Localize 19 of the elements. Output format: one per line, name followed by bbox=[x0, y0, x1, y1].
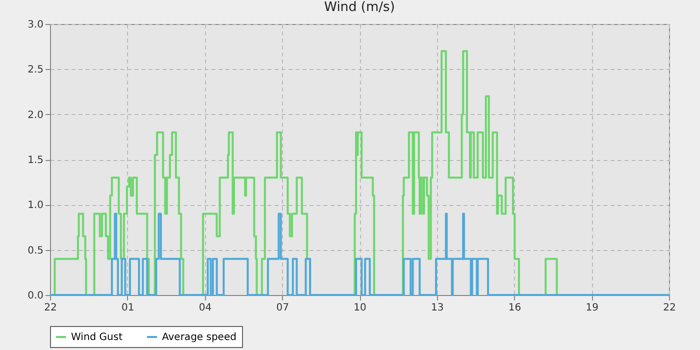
legend-label: Wind Gust bbox=[71, 332, 123, 343]
y-tick-label: 3.0 bbox=[28, 20, 44, 30]
x-tick-label: 13 bbox=[431, 302, 444, 314]
x-tick-label: 04 bbox=[198, 302, 212, 314]
y-tick-label: 0.5 bbox=[28, 245, 44, 256]
x-tick-label: 10 bbox=[354, 302, 366, 314]
x-tick-label: 22 bbox=[44, 302, 57, 314]
y-tick-label: 2.5 bbox=[28, 64, 44, 76]
x-tick-label: 16 bbox=[508, 302, 522, 314]
x-tick-label: 22 bbox=[663, 302, 676, 314]
x-tick-label: 19 bbox=[586, 302, 598, 314]
chart-title: Wind (m/s) bbox=[324, 0, 395, 15]
y-tick-label: 2.0 bbox=[28, 110, 44, 121]
y-tick-label: 1.5 bbox=[28, 155, 44, 166]
y-tick-label: 0.0 bbox=[28, 290, 44, 302]
x-tick-label: 07 bbox=[276, 302, 289, 314]
x-tick-label: 01 bbox=[122, 302, 134, 314]
y-tick-label: 1.0 bbox=[28, 200, 44, 212]
legend-label: Average speed bbox=[162, 332, 236, 343]
